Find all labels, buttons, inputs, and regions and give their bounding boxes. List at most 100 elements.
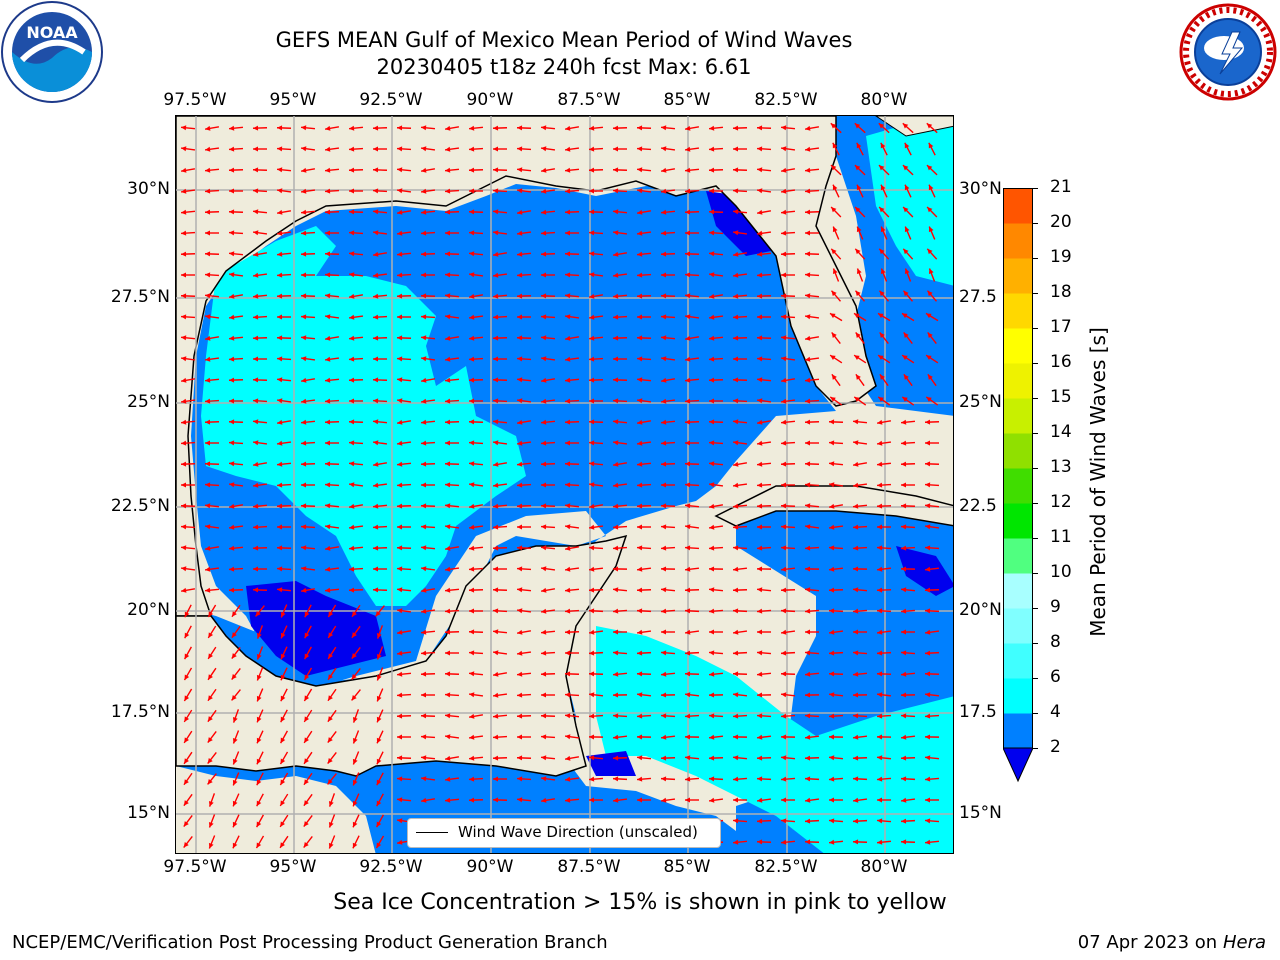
wind-arrow-head	[901, 566, 907, 572]
wind-arrow-head	[589, 734, 595, 740]
wind-arrow-head	[301, 314, 307, 320]
wind-arrow-head	[925, 839, 931, 845]
colorbar-swatch	[1003, 223, 1033, 259]
wind-arrow-head	[685, 146, 691, 152]
wind-arrow-head	[781, 251, 787, 257]
wind-arrow-head	[589, 167, 595, 173]
wind-arrow-head	[853, 650, 859, 656]
wind-arrow-head	[253, 272, 259, 278]
wind-arrow-head	[349, 125, 355, 131]
wind-arrow-head	[565, 377, 571, 383]
wind-arrow-head	[277, 167, 283, 173]
wind-arrow-head	[421, 461, 427, 467]
wind-arrow-head	[397, 398, 403, 404]
wind-arrow-head	[878, 165, 885, 171]
wind-arrow-head	[877, 776, 883, 782]
wind-arrow-head	[661, 692, 667, 698]
wind-arrow-head	[927, 332, 933, 338]
wind-arrow-head	[517, 209, 523, 215]
wind-arrow-head	[685, 398, 691, 404]
wind-arrow-head	[853, 797, 859, 803]
wind-arrow-head	[256, 674, 262, 681]
wind-arrow-head	[805, 818, 811, 824]
lon-label-top: 92.5°W	[359, 90, 423, 110]
wind-arrow-head	[445, 125, 451, 131]
wind-arrow-head	[613, 461, 619, 467]
wind-arrow-head	[733, 503, 739, 509]
wind-arrow-head	[421, 167, 427, 173]
wind-arrow-head	[352, 842, 358, 849]
wind-arrow-head	[445, 167, 451, 173]
wind-arrow-head	[853, 818, 859, 824]
wind-arrow-head	[880, 268, 886, 275]
wind-arrow-head	[280, 842, 285, 848]
wind-arrow-head	[541, 734, 547, 740]
wind-arrow-head	[256, 842, 262, 849]
land-mexico	[176, 534, 628, 777]
wind-arrow-head	[613, 776, 619, 782]
wind-arrow-head	[709, 797, 715, 803]
wind-arrow-head	[493, 293, 499, 299]
wind-arrow-head	[327, 695, 333, 701]
wind-arrow-head	[589, 125, 595, 131]
wind-arrow-head	[757, 755, 763, 761]
wind-arrow-head	[253, 209, 259, 215]
wind-arrow-head	[397, 440, 403, 446]
wind-arrow-head	[925, 734, 931, 740]
wind-arrow-head	[229, 545, 235, 551]
wind-arrow-head	[733, 755, 739, 761]
wind-arrow-head	[901, 419, 907, 425]
wind-arrow-head	[445, 146, 451, 152]
wind-arrow-head	[181, 419, 187, 425]
colorbar-tick-mark	[1032, 223, 1038, 224]
wind-arrow-head	[613, 272, 619, 278]
wind-arrow-head	[853, 755, 859, 761]
wind-arrow-head	[301, 188, 307, 194]
wind-arrow-head	[902, 355, 908, 361]
wind-arrow-head	[517, 734, 522, 740]
wind-arrow-head	[421, 125, 427, 131]
wind-arrow-head	[325, 272, 331, 278]
wind-arrow-head	[493, 377, 499, 383]
wind-arrow-head	[517, 545, 523, 551]
wind-arrow-head	[493, 461, 499, 467]
wind-arrow-head	[805, 356, 811, 362]
wind-arrow-head	[613, 398, 619, 404]
wind-arrow-head	[925, 713, 931, 719]
wind-arrow-head	[517, 251, 523, 257]
wind-arrow-head	[325, 146, 331, 152]
wind-arrow-head	[397, 335, 403, 341]
wind-arrow-head	[349, 209, 355, 215]
wind-arrow-head	[231, 674, 237, 680]
wind-arrow-head	[853, 524, 859, 530]
colorbar-tick-label: 14	[1050, 422, 1072, 442]
wind-arrow-head	[397, 629, 403, 635]
wind-arrow-head	[709, 209, 715, 215]
wind-arrow-head	[637, 566, 643, 572]
wind-arrow-head	[229, 146, 235, 152]
wind-arrow-head	[541, 482, 546, 488]
wind-arrow-head	[589, 440, 595, 446]
wind-arrow-head	[181, 167, 187, 173]
wind-arrow-head	[925, 524, 931, 530]
wind-arrow-head	[757, 629, 762, 635]
wind-arrow-head	[877, 629, 883, 635]
wind-arrow-head	[757, 314, 762, 320]
lon-label-bottom: 87.5°W	[557, 857, 621, 877]
wind-arrow-head	[205, 419, 211, 425]
wind-arrow-head	[877, 440, 883, 446]
wind-arrow-head	[637, 482, 643, 488]
wind-arrow-head	[781, 314, 787, 320]
wind-arrow-head	[637, 335, 643, 341]
wind-arrow-head	[205, 272, 211, 278]
wind-arrow-head	[181, 209, 187, 215]
wind-arrow-head	[253, 482, 259, 488]
wind-arrow-head	[183, 779, 189, 785]
wind-arrow-head	[349, 398, 354, 404]
wind-arrow-head	[661, 776, 667, 782]
wind-arrow-head	[253, 293, 259, 299]
wind-arrow-head	[856, 142, 862, 149]
wind-arrow-head	[541, 524, 547, 530]
wind-arrow-head	[877, 797, 882, 803]
wind-arrow-head	[327, 716, 333, 722]
